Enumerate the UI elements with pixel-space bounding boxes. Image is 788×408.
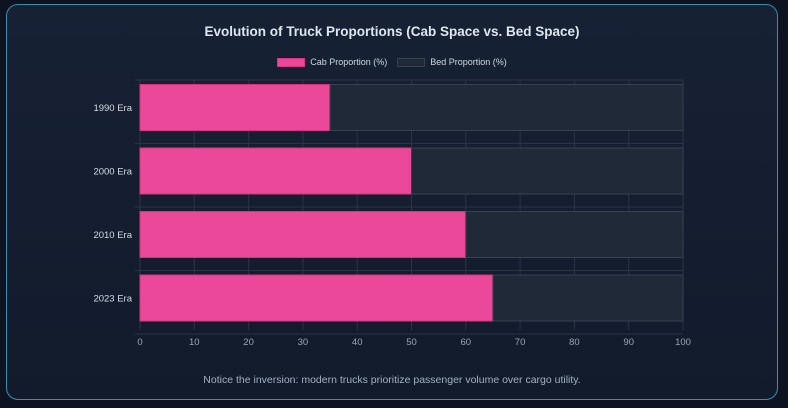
x-tick-label: 100	[675, 337, 691, 348]
legend-label-bed: Bed Proportion (%)	[430, 57, 507, 67]
x-tick-label: 70	[515, 337, 526, 348]
x-tick-label: 0	[137, 337, 142, 348]
y-tick-label: 2023 Era	[93, 294, 132, 305]
legend-swatch-cab	[277, 57, 306, 67]
legend-item-bed[interactable]: Bed Proportion (%)	[397, 57, 507, 67]
bar-cab	[139, 84, 331, 131]
bar-cab	[139, 211, 467, 258]
x-tick-label: 30	[298, 337, 309, 348]
x-tick-label: 90	[623, 337, 634, 348]
bar-cab	[139, 274, 494, 322]
bar-bed	[492, 274, 684, 322]
x-tick-label: 60	[461, 337, 472, 348]
y-tick-label: 2010 Era	[93, 230, 132, 241]
x-tick-label: 50	[406, 337, 417, 348]
chart-caption: Notice the inversion: modern trucks prio…	[203, 374, 581, 386]
bar-bed	[329, 84, 684, 131]
y-tick-label: 2000 Era	[93, 167, 132, 178]
y-tick-label: 1990 Era	[93, 103, 132, 114]
chart-title: Evolution of Truck Proportions (Cab Spac…	[204, 24, 580, 39]
legend-swatch-bed	[397, 57, 426, 67]
bar-bed	[411, 147, 684, 195]
bar-bed	[465, 211, 684, 258]
chart-legend: Cab Proportion (%) Bed Proportion (%)	[7, 57, 777, 67]
bar-cab	[139, 147, 412, 195]
x-tick-label: 40	[352, 337, 363, 348]
x-tick-label: 80	[569, 337, 580, 348]
legend-label-cab: Cab Proportion (%)	[310, 57, 388, 67]
legend-item-cab[interactable]: Cab Proportion (%)	[277, 57, 387, 67]
x-tick-label: 10	[189, 337, 200, 348]
x-tick-label: 20	[243, 337, 254, 348]
